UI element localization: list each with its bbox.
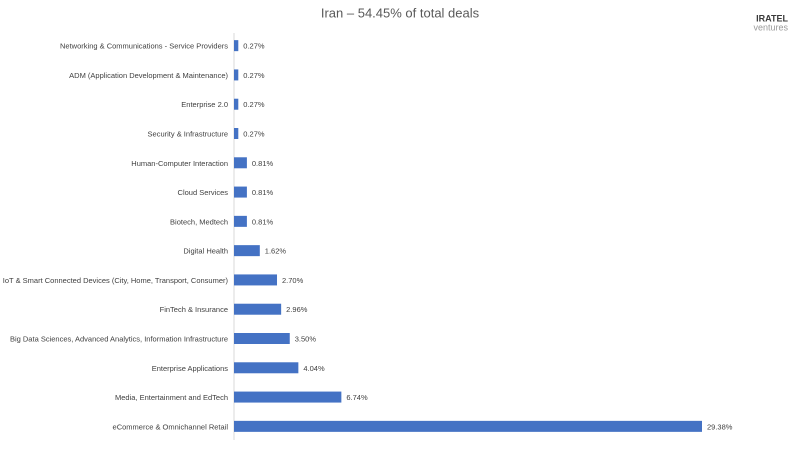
bar	[234, 333, 290, 344]
category-label: Enterprise 2.0	[181, 100, 228, 109]
bar	[234, 420, 702, 432]
category-label: Digital Health	[183, 247, 228, 256]
category-label: Media, Entertainment and EdTech	[115, 393, 228, 402]
bar	[234, 303, 282, 315]
value-label: 0.27%	[243, 129, 265, 138]
bar	[234, 245, 260, 257]
value-label: 0.27%	[243, 71, 265, 80]
bar	[234, 128, 239, 139]
category-label: Biotech, Medtech	[170, 217, 228, 226]
bar	[234, 215, 247, 227]
category-label: Enterprise Applications	[152, 364, 229, 373]
category-label: Security & Infrastructure	[148, 129, 228, 138]
bar	[234, 274, 278, 286]
bar	[234, 98, 239, 110]
category-label: IoT & Smart Connected Devices (City, Hom…	[3, 276, 229, 285]
category-label: Cloud Services	[178, 188, 229, 197]
value-label: 29.38%	[707, 422, 733, 431]
category-label: Networking & Communications - Service Pr…	[60, 42, 228, 51]
bar	[234, 362, 299, 374]
category-label: FinTech & Insurance	[160, 305, 228, 314]
value-label: 4.04%	[303, 364, 325, 373]
category-label: eCommerce & Omnichannel Retail	[113, 422, 229, 431]
value-label: 0.27%	[243, 42, 265, 51]
bar	[234, 186, 247, 198]
value-label: 0.81%	[252, 217, 274, 226]
value-label: 3.50%	[295, 334, 317, 343]
logo-brand: IRATEL	[756, 13, 788, 23]
category-label: ADM (Application Development & Maintenan…	[69, 71, 228, 80]
value-label: 0.81%	[252, 159, 274, 168]
logo-tagline: ventures	[753, 22, 788, 32]
value-label: 6.74%	[346, 393, 368, 402]
category-label: Big Data Sciences, Advanced Analytics, I…	[10, 334, 228, 343]
value-label: 2.70%	[282, 276, 304, 285]
value-label: 1.62%	[265, 247, 287, 256]
value-label: 0.27%	[243, 100, 265, 109]
bar	[234, 40, 239, 52]
bar	[234, 69, 239, 81]
value-label: 0.81%	[252, 188, 274, 197]
category-label: Human-Computer Interaction	[131, 159, 228, 168]
bar	[234, 391, 342, 403]
value-label: 2.96%	[286, 305, 308, 314]
bar	[234, 157, 247, 169]
chart-title: Iran – 54.45% of total deals	[321, 5, 480, 20]
